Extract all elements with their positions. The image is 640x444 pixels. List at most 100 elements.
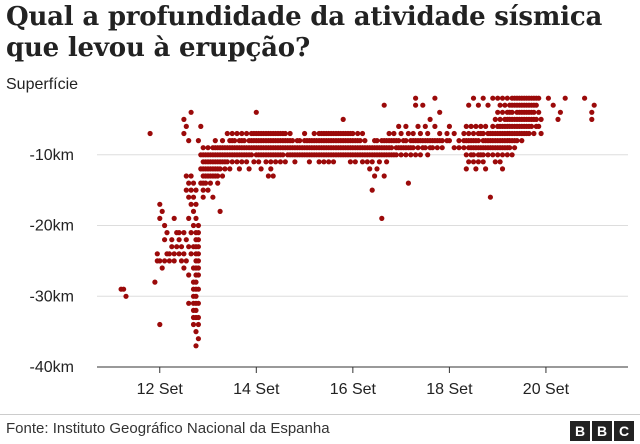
earthquake-point [251,159,257,165]
earthquake-point [241,138,247,144]
earthquake-point [357,138,363,144]
y-axis-labels: Superfície -10km -20km -30km -40km [6,76,78,376]
earthquake-point [222,166,228,172]
earthquake-point [483,123,489,129]
earthquake-point [393,152,399,158]
earthquake-point [123,293,129,299]
footer: Fonte: Instituto Geográfico Nacional da … [0,414,640,444]
earthquake-point [234,130,240,137]
earthquake-point [538,130,544,137]
earthquake-point [446,138,452,144]
earthquake-point [504,152,510,158]
earthquake-point [195,321,201,328]
earthquake-point [239,159,245,165]
earthquake-point [229,130,235,137]
earthquake-point [444,130,450,137]
earthquake-point [374,166,380,172]
earthquake-point [183,258,189,264]
earthquake-point [403,152,409,158]
earthquake-point [193,279,199,285]
earthquake-point [321,159,327,165]
earthquake-point [186,138,192,144]
earthquake-point [485,102,491,108]
earthquake-point [190,222,197,229]
x-tick-label: 12 Set [137,381,184,398]
earthquake-point [340,116,346,122]
earthquake-point [490,95,496,101]
earthquake-point [121,286,127,292]
earthquake-point [268,166,274,172]
earthquake-point [437,130,443,137]
earthquake-point [497,116,503,122]
earthquake-point [253,109,259,115]
earthquake-point [157,201,163,207]
earthquake-point [463,123,469,129]
earthquake-point [410,145,416,151]
earthquake-point [499,152,506,158]
earthquake-point [200,194,206,200]
earthquake-point [212,138,218,144]
earthquake-point [463,166,469,172]
bbc-logo-letter: B [592,421,612,441]
earthquake-point [190,194,197,200]
earthquake-point [193,343,199,349]
earthquake-point [536,109,542,115]
earthquake-point [422,145,428,151]
earthquake-point [210,194,216,200]
earthquake-point [330,159,337,165]
chart-title: Qual a profundidade da atividade sísmica… [6,2,603,63]
earthquake-point [176,237,182,243]
earthquake-point [427,116,433,122]
earthquake-point [456,145,462,151]
earthquake-point [203,180,209,186]
earthquake-point [526,130,532,137]
earthquake-point [502,102,508,108]
earthquake-point [195,230,201,236]
earthquake-point [480,95,486,101]
earthquake-point [480,159,486,165]
earthquake-point [396,138,402,144]
x-tick-label: 20 Set [523,381,570,398]
earthquake-point [147,130,153,137]
earthquake-point [475,159,481,165]
earthquake-point [244,159,250,165]
earthquake-point [215,180,221,186]
y-tick-label: -40km [30,359,74,376]
earthquake-point [408,152,414,158]
earthquake-point [232,138,238,144]
earthquake-point [268,159,274,165]
earthquake-point [487,194,493,200]
earthquake-point [186,300,192,306]
earthquake-point [186,215,192,221]
earthquake-point [490,152,496,158]
earthquake-point [164,230,170,236]
earthquake-point [311,130,317,137]
earthquake-point [234,159,240,165]
earthquake-point [391,130,397,137]
earthquake-point [367,166,373,172]
earthquake-point [492,116,498,122]
earthquake-point [507,145,513,151]
earthquake-point [475,138,481,144]
x-tick-label: 16 Set [330,381,377,398]
earthquake-point [178,258,185,264]
source-note: Fonte: Instituto Geográfico Nacional da … [6,420,330,437]
earthquake-point [183,123,189,129]
earthquake-point [478,123,484,129]
earthquake-point [372,173,378,179]
y-tick-label: Superfície [6,76,78,93]
earthquake-point [582,95,588,101]
earthquake-point [485,152,491,158]
earthquake-point [270,173,276,179]
earthquake-point [490,123,496,129]
earthquake-point [403,138,409,144]
earthquake-point [480,152,486,158]
earthquake-point [347,159,353,165]
earthquake-point [239,130,245,137]
earthquake-point [413,152,419,158]
earthquake-point [413,102,419,108]
earthquake-point [195,286,201,292]
earthquake-point [398,152,404,158]
earthquake-point [432,123,438,129]
earthquake-point [219,173,226,179]
